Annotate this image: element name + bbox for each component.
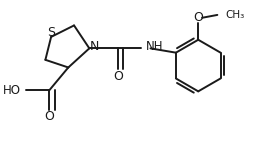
Text: O: O [44, 110, 54, 123]
Text: N: N [89, 40, 99, 53]
Text: CH₃: CH₃ [225, 10, 244, 20]
Text: O: O [113, 70, 123, 83]
Text: NH: NH [146, 40, 163, 53]
Text: O: O [193, 11, 203, 24]
Text: S: S [47, 26, 55, 39]
Text: HO: HO [2, 84, 20, 97]
